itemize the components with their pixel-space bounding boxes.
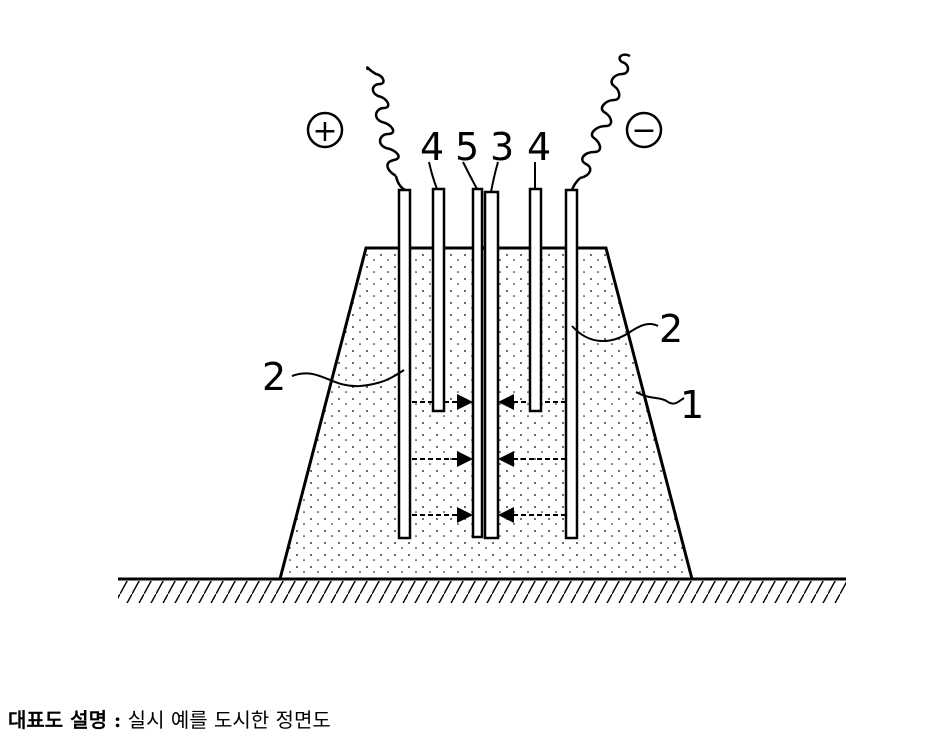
- label-rod-3: 3: [490, 125, 514, 169]
- caption-title: 대표도 설명 :: [8, 708, 122, 732]
- label-rod-5: 5: [455, 125, 479, 169]
- rod-4-left: [431, 187, 446, 413]
- cathode-electrode: [564, 188, 579, 540]
- rod-3: [483, 190, 500, 540]
- label-electrode-right: 2: [659, 307, 683, 351]
- ground: [118, 577, 846, 603]
- minus-symbol: −: [625, 111, 663, 149]
- svg-text:−: −: [631, 113, 656, 148]
- caption: 대표도 설명 : 실시 예를 도시한 정면도: [8, 704, 331, 733]
- rod-4-right: [528, 187, 543, 413]
- caption-text: 실시 예를 도시한 정면도: [127, 708, 331, 732]
- plus-symbol: +: [306, 111, 344, 149]
- diagram-figure: + − 4 5 3 4 2 2 1: [118, 53, 846, 603]
- label-soil-body: 1: [680, 383, 704, 427]
- anode-electrode: [397, 188, 412, 540]
- coiled-wire-right: [570, 53, 631, 191]
- label-electrode-left: 2: [262, 355, 286, 399]
- svg-text:+: +: [312, 114, 337, 149]
- coiled-wire-left: [366, 66, 406, 192]
- label-rod-4-left: 4: [420, 125, 444, 169]
- rod-5: [471, 187, 484, 539]
- label-rod-4-right: 4: [527, 125, 551, 169]
